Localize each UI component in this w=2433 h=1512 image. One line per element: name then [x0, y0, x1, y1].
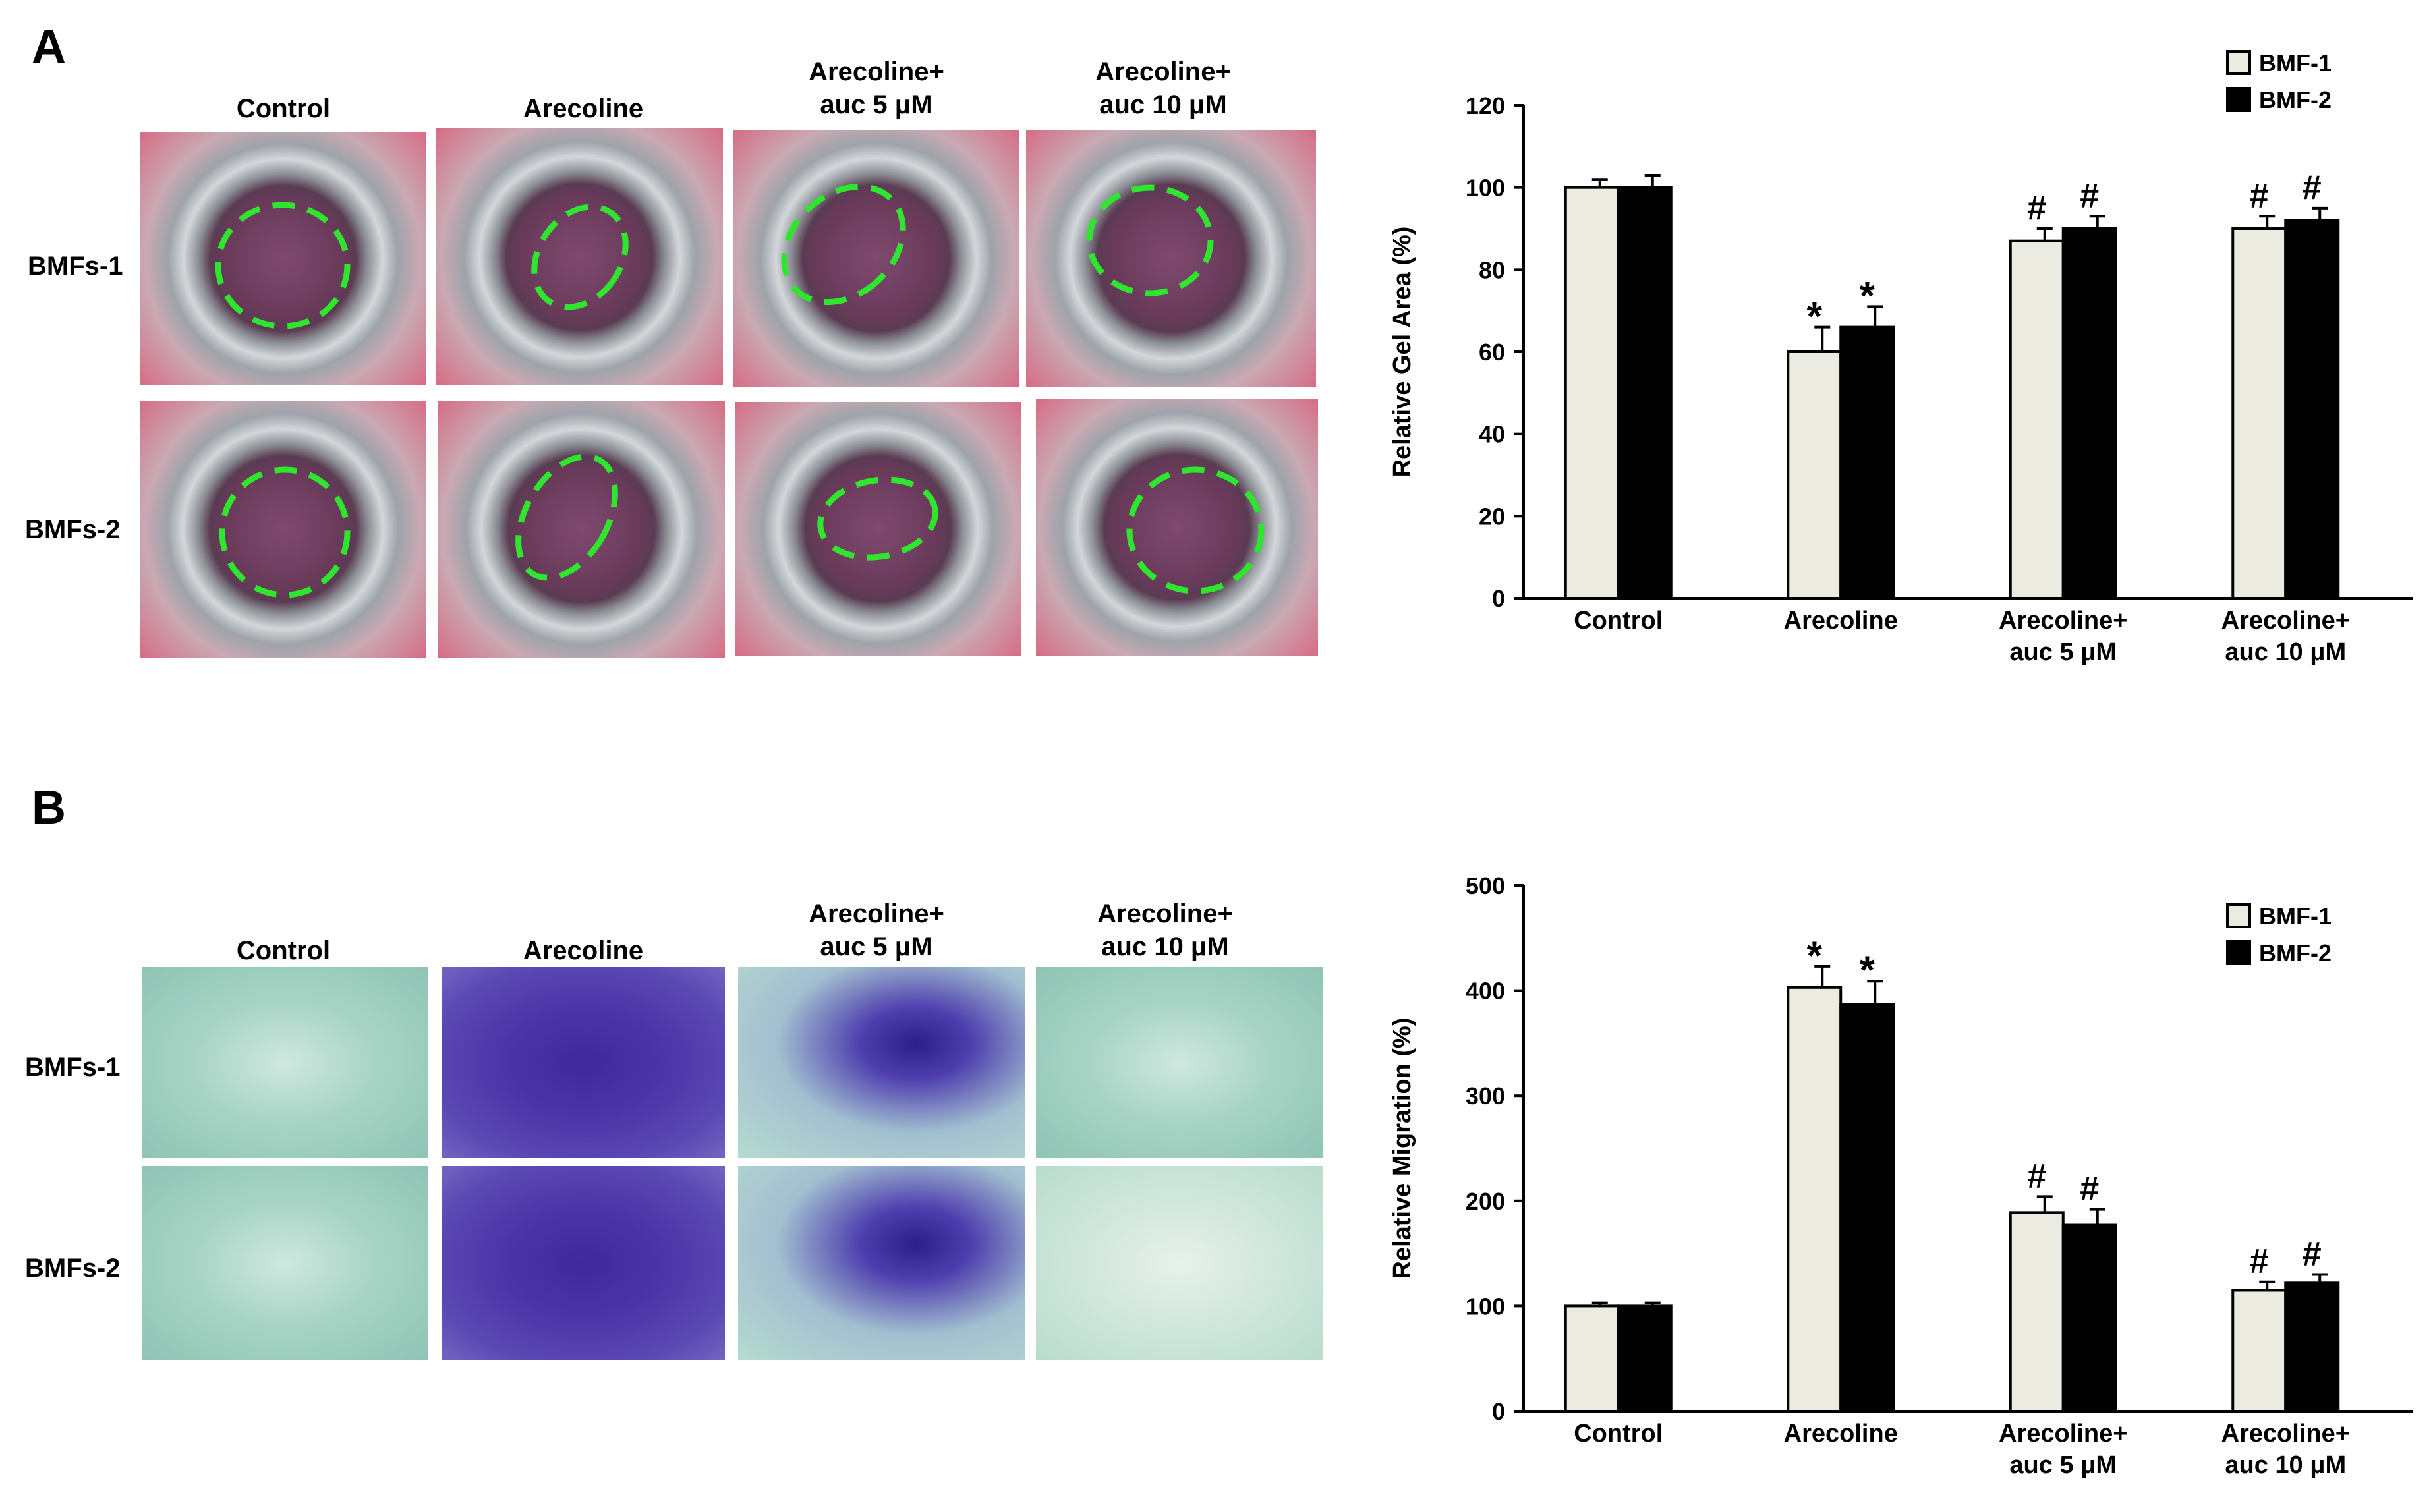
migration-image-bmfs2-auc10: [1036, 1166, 1323, 1360]
y-axis-title: Relative Gel Area (%): [1388, 227, 1416, 478]
column-label-control-b: Control: [236, 936, 331, 965]
bar-bmf-2-arecoline-auc-10-m: [2284, 219, 2340, 600]
legend-label-bmf-1: BMF-1: [2259, 49, 2332, 76]
significance-mark-bmf-1-arecoline-auc-5-m: #: [2027, 1157, 2046, 1195]
x-tick-label-control-0: Control: [1574, 607, 1663, 634]
x-tick-label-arecoline-0: Arecoline: [1784, 1420, 1898, 1447]
row-label-bmfs1-a: BMFs-1: [28, 252, 123, 281]
legend-swatch-bmf-1: [2226, 903, 2251, 928]
bar-bmf-1-arecoline: [1787, 986, 1843, 1413]
x-tick-label-control-0: Control: [1574, 1420, 1663, 1447]
panel-letter-b: B: [32, 781, 66, 834]
significance-mark-bmf-2-arecoline: *: [1860, 948, 1875, 992]
gel-image-bmfs1-control: [140, 132, 426, 385]
bar-bmf-2-arecoline: [1839, 325, 1895, 600]
bar-bmf-1-arecoline-auc-10-m: [2231, 227, 2287, 600]
migration-image-bmfs1-auc10: [1036, 967, 1323, 1158]
significance-mark-bmf-2-arecoline: *: [1860, 273, 1875, 318]
bar-bmf-2-arecoline-auc-5-m: [2061, 227, 2117, 600]
x-tick-label-arecoline-auc-5-m-0: Arecoline+: [1999, 607, 2127, 634]
x-tick-label-arecoline-auc-10-m-0: Arecoline+: [2221, 607, 2350, 634]
bar-bmf-1-control: [1564, 186, 1620, 600]
bar-bmf-2-arecoline-auc-5-m: [2061, 1223, 2117, 1413]
gel-image-bmfs1-auc10: [1026, 130, 1316, 387]
legend-swatch-bmf-2: [2226, 940, 2251, 965]
significance-mark-bmf-1-arecoline-auc-5-m: #: [2027, 189, 2046, 227]
bar-bmf-2-arecoline: [1839, 1003, 1895, 1413]
y-tick-label-0: 0: [1492, 1398, 1505, 1425]
migration-image-bmfs2-arecoline: [442, 1166, 725, 1360]
y-tick-label-300: 300: [1466, 1082, 1505, 1109]
column-label-auc10-a: Arecoline+ auc 10 μM: [1095, 57, 1231, 119]
bar-bmf-1-arecoline-auc-5-m: [2009, 239, 2065, 600]
column-label-auc5-a: Arecoline+ auc 5 μM: [809, 57, 944, 119]
column-label-auc5-b: Arecoline+ auc 5 μM: [809, 899, 944, 961]
significance-mark-bmf-1-arecoline-auc-10-m: #: [2250, 1243, 2269, 1281]
x-tick-label-arecoline-auc-10-m-1: auc 10 μM: [2225, 1451, 2346, 1479]
y-tick-label-500: 500: [1466, 872, 1505, 899]
significance-mark-bmf-2-arecoline-auc-5-m: #: [2080, 177, 2099, 215]
significance-mark-bmf-2-arecoline-auc-5-m: #: [2080, 1170, 2099, 1208]
x-tick-label-arecoline-0: Arecoline: [1784, 607, 1898, 634]
gel-image-bmfs2-auc5: [735, 402, 1021, 656]
gel-image-bmfs2-control: [140, 401, 426, 658]
x-tick-label-arecoline-auc-5-m-0: Arecoline+: [1999, 1420, 2127, 1447]
column-label-arecoline-a: Arecoline: [523, 94, 644, 123]
y-axis-title: Relative Migration (%): [1388, 1018, 1416, 1279]
bar-bmf-2-control: [1617, 186, 1673, 600]
migration-image-bmfs2-auc5: [738, 1166, 1025, 1360]
bar-bmf-1-arecoline: [1787, 350, 1843, 600]
column-label-auc10-b: Arecoline+ auc 10 μM: [1097, 899, 1233, 961]
gel-area-bar-chart: 0 20 40 60 80 100 120 Relative Gel Area (%) Cont…: [1388, 49, 2413, 666]
y-tick-label-120: 120: [1466, 92, 1505, 119]
migration-image-bmfs2-control: [142, 1166, 428, 1360]
migration-bar-chart: 0 100 200 300 400 500 Relative Migration (%) Co…: [1388, 872, 2413, 1479]
migration-image-bmfs1-arecoline: [442, 967, 725, 1158]
y-tick-label-80: 80: [1479, 256, 1505, 283]
legend-label-bmf-2: BMF-2: [2259, 939, 2332, 966]
legend-label-bmf-1: BMF-1: [2259, 903, 2332, 930]
x-tick-label-arecoline-auc-10-m-1: auc 10 μM: [2225, 638, 2346, 666]
x-tick-label-arecoline-auc-5-m-1: auc 5 μM: [2009, 638, 2117, 666]
significance-mark-bmf-1-arecoline-auc-10-m: #: [2250, 177, 2269, 215]
x-tick-label-arecoline-auc-10-m-0: Arecoline+: [2221, 1420, 2350, 1447]
gel-image-bmfs2-auc10: [1036, 399, 1318, 656]
y-tick-label-40: 40: [1479, 421, 1505, 448]
y-tick-label-200: 200: [1466, 1188, 1505, 1215]
gel-image-bmfs1-auc5: [733, 130, 1019, 387]
gel-image-bmfs1-arecoline: [436, 128, 723, 385]
panel-letter-a: A: [32, 20, 66, 73]
column-label-control-a: Control: [236, 94, 331, 123]
legend-swatch-bmf-2: [2226, 87, 2251, 112]
gel-image-bmfs2-arecoline: [438, 401, 725, 658]
y-tick-label-20: 20: [1479, 503, 1505, 530]
x-tick-label-arecoline-auc-5-m-1: auc 5 μM: [2009, 1451, 2117, 1479]
bar-bmf-2-control: [1617, 1304, 1673, 1413]
row-label-bmfs1-b: BMFs-1: [25, 1053, 121, 1082]
y-tick-label-100: 100: [1466, 175, 1505, 202]
significance-mark-bmf-1-arecoline: *: [1807, 934, 1823, 978]
bar-bmf-1-arecoline-auc-10-m: [2231, 1289, 2287, 1413]
row-label-bmfs2-b: BMFs-2: [25, 1254, 121, 1283]
migration-image-bmfs1-control: [142, 967, 428, 1158]
y-tick-label-100: 100: [1466, 1293, 1505, 1320]
legend-label-bmf-2: BMF-2: [2259, 86, 2332, 113]
bar-bmf-1-control: [1564, 1304, 1620, 1413]
y-tick-label-0: 0: [1492, 585, 1505, 612]
significance-mark-bmf-2-arecoline-auc-10-m: #: [2303, 169, 2322, 207]
legend-swatch-bmf-1: [2226, 50, 2251, 75]
y-tick-label-400: 400: [1466, 978, 1505, 1005]
row-label-bmfs2-a: BMFs-2: [25, 515, 121, 544]
significance-mark-bmf-2-arecoline-auc-10-m: #: [2303, 1235, 2322, 1274]
bar-bmf-2-arecoline-auc-10-m: [2284, 1281, 2340, 1413]
bar-bmf-1-arecoline-auc-5-m: [2009, 1211, 2065, 1413]
migration-image-bmfs1-auc5: [738, 967, 1025, 1158]
significance-mark-bmf-1-arecoline: *: [1807, 294, 1823, 339]
y-tick-label-60: 60: [1479, 339, 1505, 366]
column-label-arecoline-b: Arecoline: [523, 936, 644, 965]
